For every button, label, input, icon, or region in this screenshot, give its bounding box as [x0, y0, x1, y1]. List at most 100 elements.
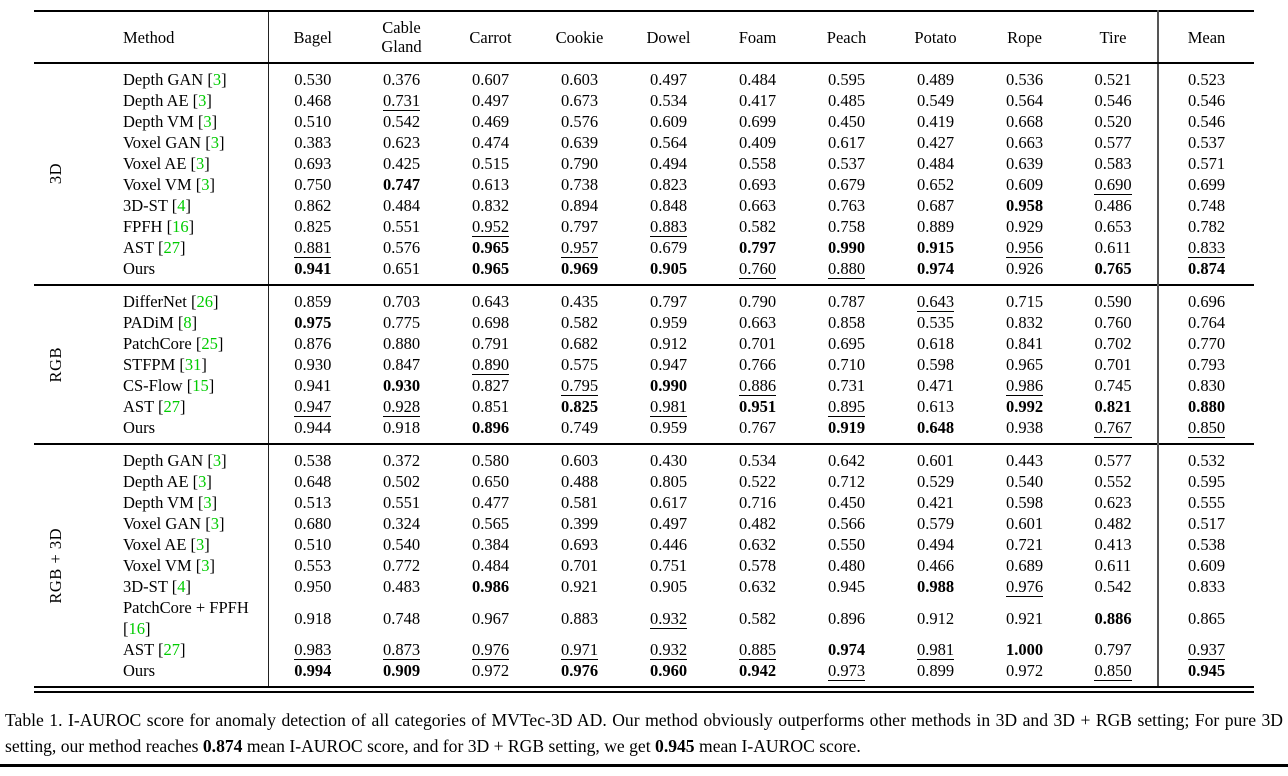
section-3d: 3D Depth GAN [3] 0.530 0.376 0.607 0.603 0.497…	[34, 63, 1254, 285]
score-cell: 0.577	[1069, 132, 1159, 153]
method-cell: Ours	[76, 258, 269, 285]
method-cell: CS-Flow [15]	[76, 375, 269, 396]
score-cell: 0.521	[1069, 63, 1159, 90]
score-cell: 0.994	[294, 661, 332, 680]
score-cell: 0.938	[1005, 418, 1044, 437]
score-cell: 0.582	[738, 608, 777, 628]
score-cell: 0.929	[1005, 217, 1044, 236]
score-cell: 0.482	[1069, 513, 1159, 534]
score-cell: 0.731	[382, 91, 421, 111]
score-cell: 0.485	[827, 91, 866, 110]
score-cell: 0.564	[649, 133, 688, 152]
score-cell: 0.832	[471, 196, 510, 215]
score-cell: 0.886	[738, 376, 777, 396]
score-cell: 0.484	[471, 556, 510, 575]
score-cell: 0.712	[827, 472, 866, 491]
score-cell: 0.580	[471, 451, 510, 470]
score-cell: 0.974	[827, 640, 866, 659]
table-row: 3D-ST [4] 0.950 0.483 0.986 0.921 0.905 0.632 0…	[34, 576, 1254, 597]
score-cell: 0.941	[294, 376, 332, 395]
score-cell: 0.851	[471, 397, 510, 416]
score-cell: 0.502	[382, 472, 421, 491]
score-cell: 0.613	[471, 175, 510, 194]
citation-number: 3	[203, 493, 212, 512]
score-cell: 0.912	[916, 608, 955, 628]
score-cell: 0.758	[827, 217, 866, 236]
score-cell: 0.959	[649, 313, 688, 332]
score-cell: 0.950	[294, 577, 332, 596]
score-cell: 0.795	[560, 376, 599, 396]
score-cell: 0.947	[294, 397, 332, 417]
score-cell: 0.663	[738, 196, 777, 215]
citation-number: 27	[163, 238, 181, 257]
mean-cell: 0.517	[1187, 514, 1226, 533]
table-row: Depth AE [3] 0.648 0.502 0.650 0.488 0.805 0.5…	[34, 471, 1254, 492]
score-cell: 0.583	[1069, 153, 1159, 174]
paper-page: Method Bagel Cable Gland Carrot Cookie Dowel F…	[0, 10, 1288, 776]
score-cell: 0.551	[382, 217, 421, 236]
mean-cell: 0.699	[1187, 175, 1226, 194]
method-cell: Voxel GAN [3]	[76, 513, 269, 534]
score-cell: 0.598	[1005, 493, 1044, 512]
score-cell: 0.551	[382, 493, 421, 512]
score-cell: 0.760	[1069, 312, 1159, 333]
mean-cell: 0.537	[1187, 133, 1226, 152]
score-cell: 0.598	[916, 355, 955, 374]
score-cell: 0.534	[649, 91, 688, 110]
score-cell: 0.617	[827, 133, 866, 152]
score-cell: 0.919	[827, 418, 866, 437]
mean-cell: 0.865	[1187, 608, 1226, 628]
score-cell: 0.474	[471, 133, 510, 152]
score-cell: 0.530	[294, 70, 332, 89]
score-cell: 0.918	[382, 418, 421, 437]
table-caption: Table 1. I-AUROC score for anomaly detec…	[5, 710, 1283, 756]
score-cell: 0.990	[827, 238, 866, 257]
column-header-peach: Peach	[802, 11, 891, 64]
score-cell: 0.983	[294, 640, 332, 660]
score-cell: 0.981	[916, 640, 955, 660]
score-cell: 0.971	[560, 640, 599, 660]
score-cell: 0.497	[649, 514, 688, 533]
score-cell: 0.976	[1005, 577, 1044, 597]
score-cell: 0.957	[560, 238, 599, 258]
score-cell: 0.702	[1069, 333, 1159, 354]
score-cell: 0.890	[471, 355, 510, 375]
table-row: Voxel GAN [3] 0.680 0.324 0.565 0.399 0.497 0.…	[34, 513, 1254, 534]
score-cell: 0.881	[294, 238, 332, 258]
score-cell: 0.710	[827, 355, 866, 374]
citation-number: 3	[196, 535, 205, 554]
citation-number: 3	[210, 514, 219, 533]
score-cell: 0.648	[916, 418, 955, 437]
mean-cell: 0.782	[1187, 217, 1226, 236]
score-cell: 0.446	[649, 535, 688, 554]
score-cell: 0.477	[471, 493, 510, 512]
citation-number: 3	[198, 472, 207, 491]
score-cell: 0.383	[294, 133, 332, 152]
score-cell: 0.566	[827, 514, 866, 533]
score-cell: 0.690	[1069, 174, 1159, 195]
table-row: Voxel GAN [3] 0.383 0.623 0.474 0.639 0.564 0.…	[34, 132, 1254, 153]
score-cell: 0.721	[1005, 535, 1044, 554]
score-cell: 0.534	[738, 451, 777, 470]
score-cell: 0.483	[382, 577, 421, 596]
score-cell: 0.975	[294, 313, 332, 332]
score-cell: 0.648	[294, 472, 332, 491]
score-cell: 0.883	[560, 608, 599, 628]
row-group-label: RGB + 3D	[45, 527, 65, 604]
table-row: AST [27] 0.947 0.928 0.851 0.825 0.981 0.951 0.…	[34, 396, 1254, 417]
method-cell: Voxel AE [3]	[76, 534, 269, 555]
column-header-carrot: Carrot	[446, 11, 535, 64]
section-rgb-3d: RGB + 3D Depth GAN [3] 0.538 0.372 0.580 0.60…	[34, 444, 1254, 690]
mean-cell: 0.523	[1187, 70, 1226, 89]
citation-number: 16	[128, 619, 146, 638]
citation-number: 27	[163, 640, 181, 659]
citation-number: 3	[201, 556, 210, 575]
method-cell: FPFH [16]	[76, 216, 269, 237]
score-cell: 0.595	[827, 70, 866, 89]
score-cell: 0.497	[471, 91, 510, 110]
score-cell: 0.450	[827, 493, 866, 512]
score-cell: 0.751	[649, 556, 688, 575]
score-cell: 0.376	[382, 70, 421, 89]
citation-number: 25	[201, 334, 218, 353]
score-cell: 0.611	[1069, 237, 1159, 258]
